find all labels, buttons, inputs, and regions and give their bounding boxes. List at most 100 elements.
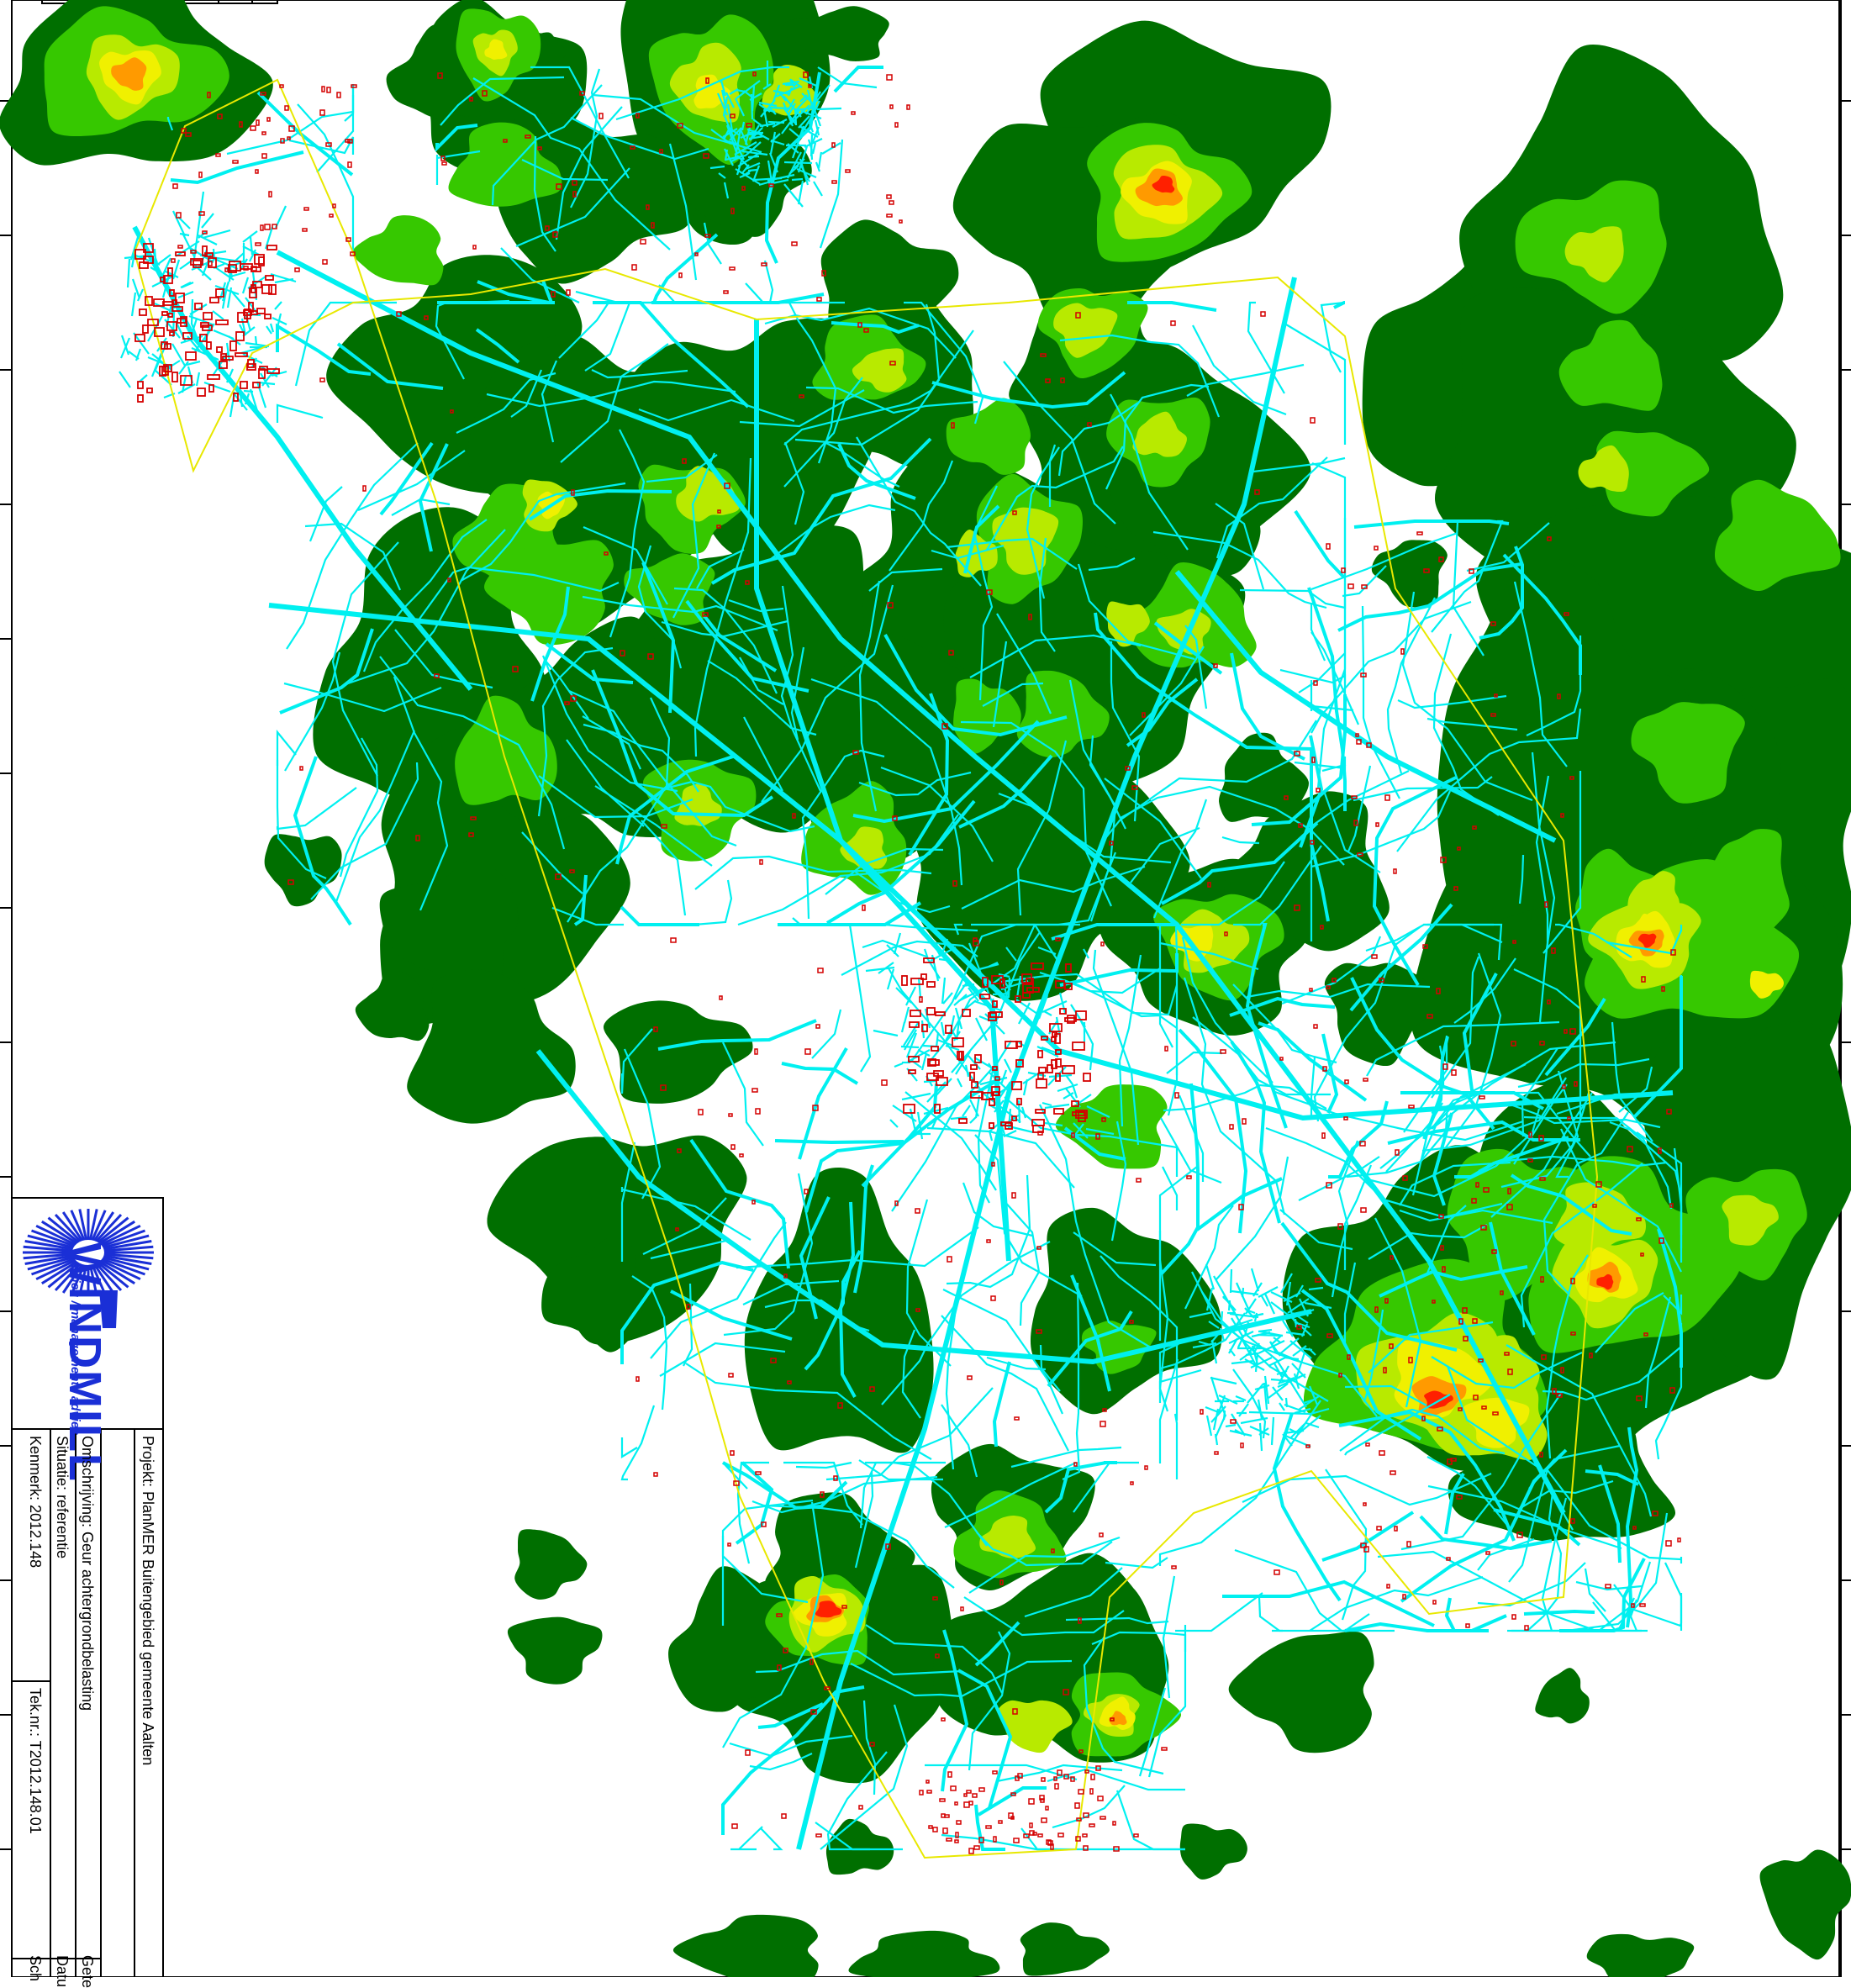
building <box>228 264 237 273</box>
building <box>143 243 154 253</box>
road <box>657 1019 817 1051</box>
street <box>1295 1352 1306 1379</box>
building <box>1540 1276 1544 1283</box>
building <box>941 1717 946 1722</box>
street <box>1070 1004 1086 1028</box>
building <box>999 1579 1004 1585</box>
road <box>685 1363 932 1460</box>
road <box>963 1596 1125 1637</box>
building <box>326 87 331 93</box>
road <box>651 293 825 304</box>
building <box>1100 1421 1106 1427</box>
building <box>990 1295 996 1301</box>
street <box>1282 1433 1293 1447</box>
street <box>242 230 258 243</box>
road <box>642 1197 727 1255</box>
road <box>1162 1575 1176 1699</box>
lvl1-patch <box>906 749 1190 1001</box>
building <box>952 880 957 887</box>
building <box>1037 1073 1044 1079</box>
lvl3-patch <box>840 826 888 869</box>
building <box>1658 1147 1662 1154</box>
building <box>703 153 709 159</box>
building <box>994 1076 1000 1081</box>
building <box>261 153 267 159</box>
building <box>1389 1343 1394 1349</box>
building <box>1408 1105 1415 1109</box>
building <box>892 815 898 821</box>
street <box>1250 1268 1260 1292</box>
street <box>1058 992 1067 1014</box>
road <box>1547 1469 1683 1564</box>
building <box>1131 785 1138 790</box>
street <box>811 142 817 155</box>
title-block-frame <box>11 1197 164 1977</box>
road <box>1215 503 1265 590</box>
road <box>794 303 941 446</box>
building <box>1038 1067 1047 1073</box>
building <box>761 262 767 266</box>
street <box>201 213 214 229</box>
street <box>734 128 742 158</box>
building <box>992 1000 998 1008</box>
lvl2-patch <box>946 398 1031 475</box>
street <box>974 1094 981 1119</box>
building <box>137 394 144 403</box>
building <box>172 183 178 189</box>
road <box>538 775 693 819</box>
building <box>752 71 757 76</box>
building <box>1039 1795 1045 1801</box>
building <box>1472 1318 1478 1324</box>
project-label: Projekt: PlanMER Buitengebied gemeente A… <box>140 1436 156 1766</box>
lvl1-patch <box>668 1566 814 1712</box>
building <box>1500 1290 1504 1295</box>
building <box>724 482 730 489</box>
building <box>970 1091 984 1099</box>
road <box>515 167 630 248</box>
building <box>570 695 577 702</box>
building <box>910 978 924 985</box>
road <box>510 369 543 418</box>
road <box>331 541 399 777</box>
building <box>161 341 168 350</box>
building <box>787 1380 792 1384</box>
street <box>814 100 821 111</box>
building <box>885 1543 891 1550</box>
road <box>1059 953 1179 987</box>
building <box>921 1024 928 1032</box>
street <box>180 335 203 345</box>
street <box>203 381 231 393</box>
street <box>940 1021 946 1036</box>
street <box>999 1069 1008 1085</box>
building <box>926 1073 939 1081</box>
building <box>1005 1041 1018 1049</box>
road <box>1427 1484 1622 1550</box>
street <box>1085 1127 1115 1136</box>
road <box>763 260 790 304</box>
building <box>1274 1569 1280 1575</box>
building <box>1538 1135 1544 1142</box>
building <box>675 1227 679 1231</box>
road <box>650 1238 730 1260</box>
building <box>971 1081 978 1089</box>
road <box>288 136 355 155</box>
road <box>418 443 449 552</box>
building <box>677 123 683 129</box>
building <box>203 312 213 320</box>
road <box>1147 1625 1187 1778</box>
building <box>240 381 248 389</box>
building <box>831 180 837 184</box>
road <box>790 646 805 741</box>
street <box>1017 1099 1021 1124</box>
road <box>1344 1613 1370 1632</box>
building <box>1465 1623 1470 1628</box>
road <box>1386 597 1436 774</box>
building <box>1473 1395 1479 1400</box>
street <box>988 1063 995 1073</box>
building <box>1051 1548 1055 1553</box>
road <box>703 222 722 265</box>
lvl1-patch <box>1228 1631 1374 1753</box>
road <box>1560 1128 1682 1273</box>
road <box>1161 821 1319 905</box>
building <box>1315 1278 1321 1283</box>
